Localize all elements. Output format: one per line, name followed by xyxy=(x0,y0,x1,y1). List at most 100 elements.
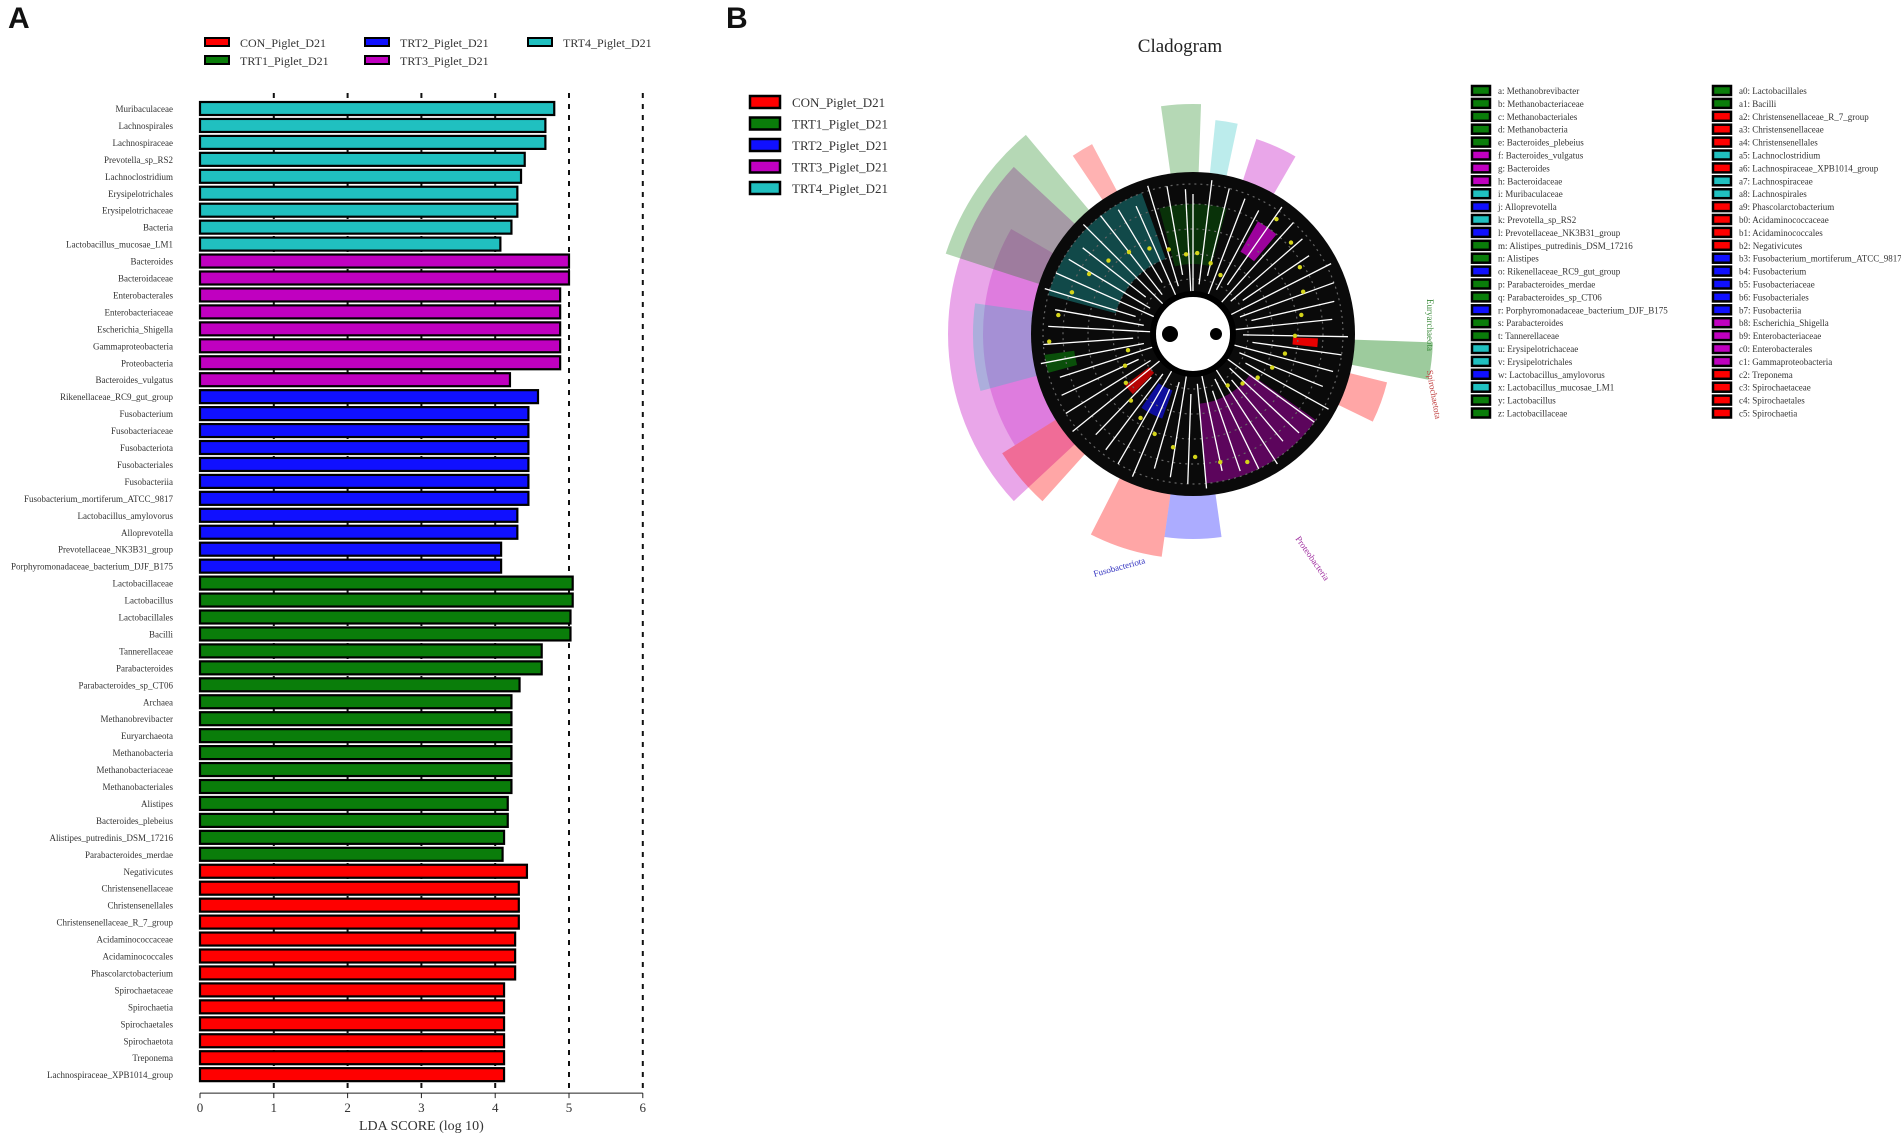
cladogram-branch xyxy=(1239,352,1324,388)
cladogram-branch xyxy=(1043,337,1134,346)
lda-bar xyxy=(198,677,521,693)
key-taxon-name: Methanobacteriales xyxy=(1507,112,1578,122)
legend-swatch xyxy=(364,37,390,47)
key-separator: : xyxy=(1502,409,1507,419)
key-swatch xyxy=(1711,355,1733,368)
bar-category-label: Phascolarctobacterium xyxy=(91,968,173,978)
cladogram-branch xyxy=(1219,222,1294,305)
cladogram-branch xyxy=(1252,341,1342,356)
bar-category-label: Treponema xyxy=(132,1053,173,1063)
key-swatch xyxy=(1470,200,1492,213)
lda-bar xyxy=(198,372,512,388)
lda-bar xyxy=(198,761,513,778)
cladogram-circle: Euryarchaeota Spirochaetota Proteobacteria… xyxy=(945,104,1443,582)
cladogram-branch xyxy=(1196,383,1208,489)
lda-bar xyxy=(198,304,562,320)
lda-bar xyxy=(198,914,520,930)
lda-bar xyxy=(198,643,543,659)
key-taxon-name: Fusobacteriales xyxy=(1753,292,1809,302)
cladogram-branch xyxy=(1242,255,1310,301)
cladogram-root-node xyxy=(1162,326,1178,342)
key-entry: g: Bacteroides xyxy=(1498,163,1550,173)
bar-category-label: Gammaproteobacteria xyxy=(93,341,173,351)
key-swatch xyxy=(1711,329,1733,342)
key-taxon-name: Bacteroides_plebeius xyxy=(1507,138,1584,148)
key-separator: : xyxy=(1748,189,1753,199)
key-entry: b0: Acidaminococcaceae xyxy=(1739,215,1829,225)
cladogram-node xyxy=(1240,381,1245,386)
bar-category-label: Prevotellaceae_NK3B31_group xyxy=(58,545,173,555)
bar-category-label: Bacteroides_plebeius xyxy=(96,816,173,826)
key-letter: c2 xyxy=(1739,370,1748,380)
cladogram-branch xyxy=(1166,186,1184,276)
key-swatch xyxy=(1470,265,1492,277)
key-letter: a xyxy=(1498,86,1502,96)
bar-category-label: Fusobacterium xyxy=(120,409,174,419)
bar-category-label: Christensenellaceae_R_7_group xyxy=(57,918,174,928)
legend-swatch xyxy=(204,55,230,65)
cladogram-branch xyxy=(1231,343,1334,373)
lda-bar xyxy=(198,728,513,744)
cladogram-branch xyxy=(1105,373,1164,451)
cladogram-node xyxy=(1183,252,1189,257)
cladogram-node xyxy=(1170,445,1176,450)
key-separator: : xyxy=(1748,151,1753,161)
cladogram-node xyxy=(1195,250,1200,256)
key-taxon-name: Parabacteroides_sp_CT06 xyxy=(1507,292,1602,302)
lda-bar xyxy=(198,202,519,218)
cladogram-branch xyxy=(1055,272,1157,319)
key-letter: c5 xyxy=(1739,409,1748,419)
key-entry: a0: Lactobacillales xyxy=(1739,86,1807,96)
key-letter: b9 xyxy=(1739,331,1749,341)
lda-bar xyxy=(198,711,513,727)
key-entry: b7: Fusobacteriia xyxy=(1739,305,1801,315)
key-entry: c: Methanobacteriales xyxy=(1498,112,1578,122)
bar-category-label: Spirochaetales xyxy=(121,1019,174,1029)
key-entry: t: Tannerellaceae xyxy=(1498,331,1559,341)
key-letter: c0 xyxy=(1739,344,1748,354)
cladogram-branch xyxy=(1224,356,1315,423)
cladogram-node xyxy=(1274,216,1279,222)
bar-category-label: Alistipes_putredinis_DSM_17216 xyxy=(49,833,173,843)
key-swatch xyxy=(1470,252,1492,264)
cladogram-node xyxy=(1056,312,1061,318)
key-entry: b6: Fusobacteriales xyxy=(1739,292,1809,302)
key-separator: : xyxy=(1503,280,1508,290)
key-swatch xyxy=(1470,291,1492,303)
x-tick-label: 2 xyxy=(344,1100,351,1115)
bar-category-label: Enterobacteriaceae xyxy=(105,307,173,317)
key-separator: : xyxy=(1748,112,1753,122)
clade-label: Euryarchaeota xyxy=(1425,299,1435,351)
key-entry: b3: Fusobacterium_mortiferum_ATCC_9817 xyxy=(1739,254,1901,264)
key-separator: : xyxy=(1748,292,1753,302)
cladogram-branch xyxy=(1059,345,1156,378)
clade-highlight xyxy=(1209,120,1238,178)
key-swatch xyxy=(1470,278,1492,290)
key-swatch xyxy=(1470,136,1492,148)
bar-category-label: Tannerellaceae xyxy=(119,646,173,656)
key-taxon-name: Enterobacterales xyxy=(1752,344,1812,354)
bar-category-label: Fusobacteriia xyxy=(125,477,174,487)
key-swatch xyxy=(1711,278,1733,290)
cladogram-node xyxy=(1152,431,1157,437)
key-separator: : xyxy=(1748,125,1753,135)
key-swatch xyxy=(1711,175,1733,187)
key-entry: p: Parabacteroides_merdae xyxy=(1498,280,1595,290)
key-taxon-name: Prevotella_sp_RS2 xyxy=(1507,215,1576,225)
cladogram-node xyxy=(1123,380,1129,385)
key-entry: y: Lactobacillus xyxy=(1498,396,1556,406)
key-entry: a8: Lachnospirales xyxy=(1739,189,1807,199)
legend-swatch xyxy=(748,137,782,153)
clade-highlight xyxy=(1072,144,1118,202)
key-separator: : xyxy=(1748,254,1753,264)
cladogram-branch xyxy=(1228,263,1332,317)
key-swatch xyxy=(1711,291,1733,303)
cladogram-node xyxy=(1218,459,1223,465)
key-taxon-name: Fusobacterium xyxy=(1753,267,1807,277)
cladogram-branch xyxy=(1072,358,1163,433)
lda-bar xyxy=(198,134,547,150)
key-letter: c3 xyxy=(1739,383,1748,393)
lda-bar xyxy=(198,609,572,625)
key-taxon-name: Methanobacteria xyxy=(1507,125,1567,135)
